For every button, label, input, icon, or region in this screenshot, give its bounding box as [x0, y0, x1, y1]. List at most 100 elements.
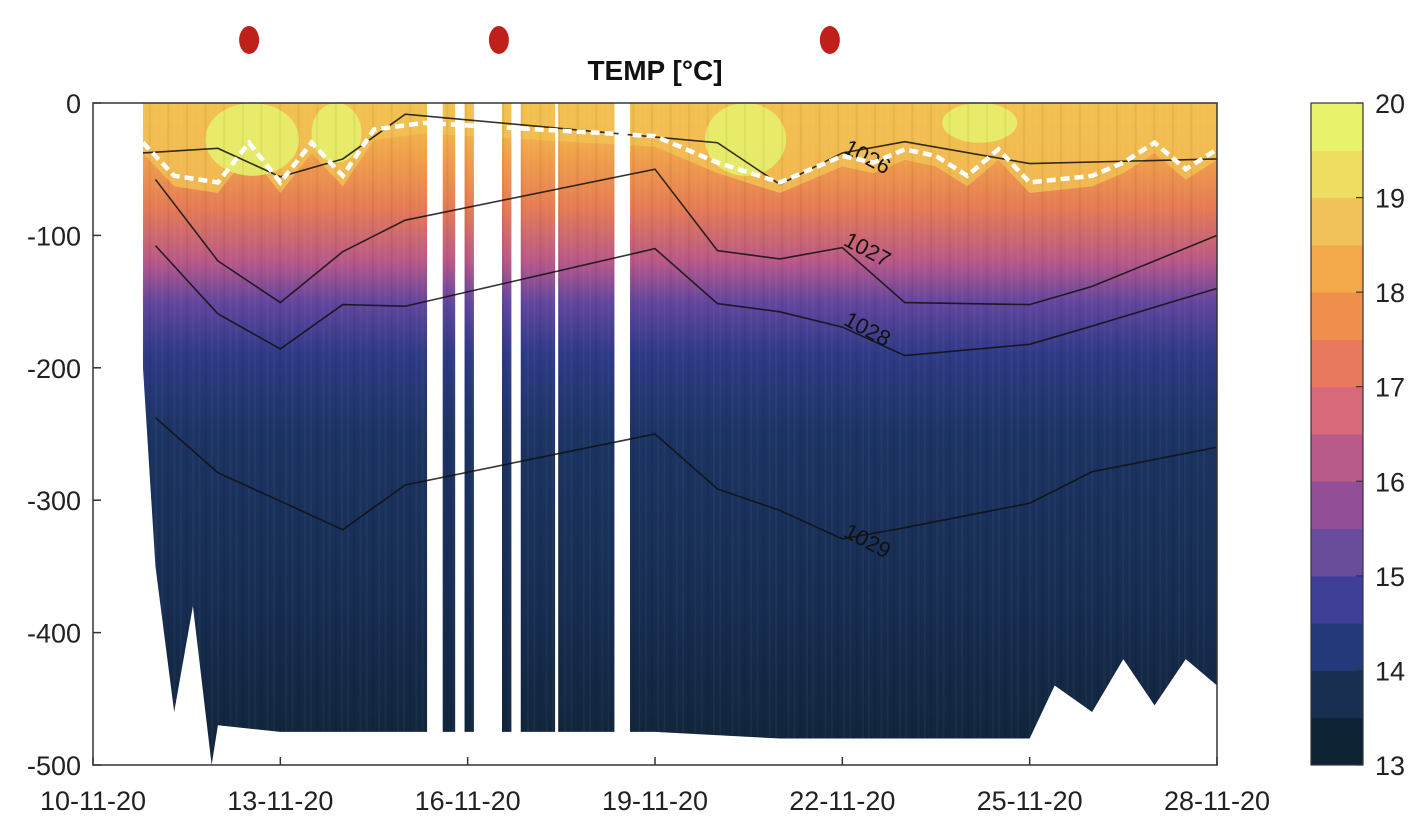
data-gap-1	[455, 101, 465, 767]
profile-streak	[248, 103, 250, 765]
profile-streak	[713, 103, 715, 765]
colorbar-tick-label: 17	[1375, 373, 1405, 403]
colorbar-segment	[1311, 434, 1363, 482]
profile-streak	[874, 103, 877, 765]
station-marker-2	[488, 26, 509, 54]
y-tick-label: -200	[27, 354, 81, 384]
profile-streak	[1128, 103, 1130, 765]
profile-streak	[1035, 103, 1037, 765]
profile-streak	[1023, 103, 1025, 765]
data-gap-2	[473, 101, 503, 767]
profile-streak	[1190, 103, 1193, 765]
profile-streak	[806, 103, 808, 765]
profile-streak	[533, 103, 535, 765]
hot-patch-2	[704, 103, 787, 176]
mixed-layer-line	[141, 120, 1219, 187]
profile-streak	[657, 103, 659, 765]
profile-streak	[887, 103, 889, 765]
profile-streak	[632, 103, 635, 765]
profile-streak	[366, 103, 368, 765]
profile-streak	[1147, 103, 1149, 765]
profile-streak	[892, 103, 895, 765]
profile-streak	[1171, 103, 1174, 765]
profile-streak	[297, 103, 300, 765]
profile-streak	[601, 103, 603, 765]
profile-streak	[180, 103, 182, 765]
profile-streak	[799, 103, 802, 765]
profile-streak	[204, 103, 207, 765]
hot-patch-3	[942, 103, 1018, 143]
profile-streak	[973, 103, 975, 765]
profile-streak	[217, 103, 219, 765]
profile-streak	[967, 103, 970, 765]
x-tick-label: 13-11-20	[227, 786, 333, 816]
profile-streak	[880, 103, 882, 765]
profile-streak	[310, 103, 312, 765]
profile-streak	[322, 103, 324, 765]
profile-streak	[229, 103, 231, 765]
colorbar-tick-label: 19	[1375, 184, 1405, 214]
profile-streak	[769, 103, 771, 765]
profile-streak	[985, 103, 988, 765]
colorbar-segment	[1311, 292, 1363, 340]
profile-streak	[378, 103, 380, 765]
profile-streak	[360, 103, 362, 765]
profile-streak	[372, 103, 374, 765]
profile-streak	[334, 103, 337, 765]
colorbar-tick-label: 14	[1375, 656, 1405, 686]
profile-streak	[329, 103, 331, 765]
profile-streak	[279, 103, 281, 765]
contour-1027	[154, 168, 1218, 306]
data-gap-0	[427, 101, 443, 767]
profile-streak	[911, 103, 914, 765]
data-gap-5	[614, 101, 631, 767]
profile-streak	[868, 103, 870, 765]
profile-streak	[750, 103, 752, 765]
profile-streak	[812, 103, 814, 765]
profile-streak	[539, 103, 542, 765]
profile-streak	[1073, 103, 1075, 765]
y-tick-label: -500	[27, 751, 81, 781]
profile-streak	[390, 103, 393, 765]
profile-streak	[998, 103, 1000, 765]
profile-streak	[756, 103, 758, 765]
contour-1026	[142, 113, 1218, 186]
profile-streak	[725, 103, 728, 765]
profile-streak	[1066, 103, 1068, 765]
profile-streak	[1091, 103, 1093, 765]
profile-streak	[663, 103, 665, 765]
x-tick-label: 28-11-20	[1164, 786, 1270, 816]
profile-streak	[471, 103, 473, 765]
colorbar-segment	[1311, 528, 1363, 577]
profile-streak	[1004, 103, 1007, 765]
profile-streak	[347, 103, 349, 765]
profile-streak	[304, 103, 306, 765]
profile-streak	[254, 103, 256, 765]
profile-streak	[403, 103, 405, 765]
profile-streak	[1017, 103, 1019, 765]
profile-streak	[701, 103, 703, 765]
x-tick-label: 10-11-20	[40, 786, 146, 816]
profile-streak	[241, 103, 244, 765]
x-tick-label: 22-11-20	[789, 786, 895, 816]
profile-streak	[558, 103, 560, 765]
profile-streak	[576, 103, 579, 765]
profile-streak	[918, 103, 920, 765]
profile-streak	[980, 103, 982, 765]
y-tick-label: -300	[27, 486, 81, 516]
profile-streak	[583, 103, 585, 765]
profile-streak	[1029, 103, 1031, 765]
profile-streak	[285, 103, 287, 765]
profile-streak	[502, 103, 505, 765]
colorbar-tick-label: 20	[1375, 89, 1405, 119]
profile-streak	[186, 103, 188, 765]
profile-streak	[948, 103, 951, 765]
profile-streak	[316, 103, 319, 765]
hot-patch-0	[205, 103, 300, 176]
colorbar-segment	[1311, 197, 1363, 246]
profile-streak	[260, 103, 263, 765]
profile-streak	[552, 103, 554, 765]
profile-streak	[1104, 103, 1106, 765]
colorbar-segment	[1311, 575, 1363, 624]
profile-streak	[855, 103, 858, 765]
